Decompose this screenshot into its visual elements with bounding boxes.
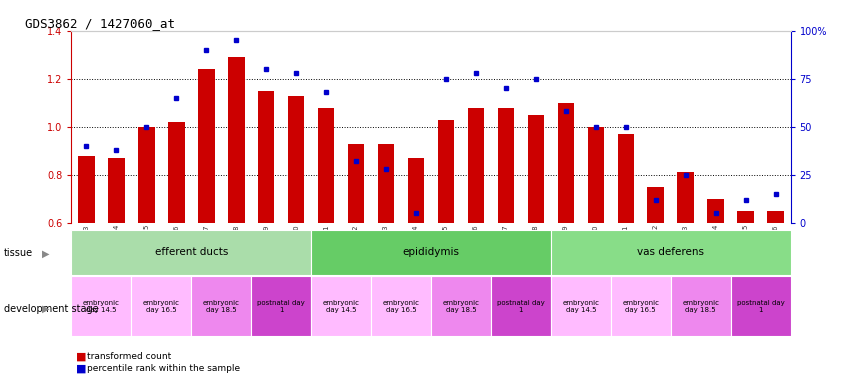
- Bar: [707, 199, 724, 223]
- Text: embryonic
day 14.5: embryonic day 14.5: [563, 300, 600, 313]
- Bar: [228, 57, 245, 223]
- Text: embryonic
day 16.5: embryonic day 16.5: [622, 300, 659, 313]
- Bar: [71, 230, 311, 275]
- Text: vas deferens: vas deferens: [637, 247, 704, 258]
- Bar: [198, 69, 214, 223]
- Bar: [288, 96, 304, 223]
- Text: percentile rank within the sample: percentile rank within the sample: [87, 364, 240, 373]
- Bar: [191, 276, 251, 336]
- Text: ▶: ▶: [42, 304, 50, 314]
- Bar: [588, 127, 604, 223]
- Text: ■: ■: [76, 364, 86, 374]
- Bar: [611, 276, 670, 336]
- Text: embryonic
day 16.5: embryonic day 16.5: [383, 300, 420, 313]
- Bar: [498, 108, 514, 223]
- Bar: [551, 276, 611, 336]
- Text: postnatal day
1: postnatal day 1: [497, 300, 545, 313]
- Bar: [617, 134, 634, 223]
- Bar: [408, 158, 424, 223]
- Bar: [670, 276, 731, 336]
- Bar: [258, 91, 274, 223]
- Bar: [738, 211, 754, 223]
- Bar: [371, 276, 431, 336]
- Text: postnatal day
1: postnatal day 1: [737, 300, 785, 313]
- Bar: [168, 122, 184, 223]
- Text: embryonic
day 18.5: embryonic day 18.5: [442, 300, 479, 313]
- Bar: [731, 276, 791, 336]
- Text: embryonic
day 18.5: embryonic day 18.5: [203, 300, 240, 313]
- Bar: [558, 103, 574, 223]
- Text: ▶: ▶: [42, 248, 50, 258]
- Bar: [71, 276, 131, 336]
- Bar: [491, 276, 551, 336]
- Bar: [138, 127, 155, 223]
- Text: embryonic
day 16.5: embryonic day 16.5: [143, 300, 180, 313]
- Bar: [78, 156, 95, 223]
- Bar: [527, 115, 544, 223]
- Bar: [648, 187, 664, 223]
- Text: ■: ■: [76, 351, 86, 361]
- Bar: [251, 276, 311, 336]
- Bar: [431, 276, 491, 336]
- Bar: [678, 172, 694, 223]
- Text: tissue: tissue: [4, 248, 34, 258]
- Text: efferent ducts: efferent ducts: [155, 247, 228, 258]
- Bar: [318, 108, 335, 223]
- Text: epididymis: epididymis: [403, 247, 459, 258]
- Text: transformed count: transformed count: [87, 352, 171, 361]
- Bar: [468, 108, 484, 223]
- Text: postnatal day
1: postnatal day 1: [257, 300, 305, 313]
- Bar: [131, 276, 191, 336]
- Text: embryonic
day 14.5: embryonic day 14.5: [323, 300, 360, 313]
- Bar: [551, 230, 791, 275]
- Bar: [348, 144, 364, 223]
- Text: GDS3862 / 1427060_at: GDS3862 / 1427060_at: [24, 17, 175, 30]
- Bar: [311, 276, 371, 336]
- Bar: [438, 119, 454, 223]
- Bar: [378, 144, 394, 223]
- Text: development stage: development stage: [4, 304, 99, 314]
- Bar: [108, 158, 124, 223]
- Bar: [767, 211, 784, 223]
- Text: embryonic
day 14.5: embryonic day 14.5: [83, 300, 120, 313]
- Text: embryonic
day 18.5: embryonic day 18.5: [682, 300, 719, 313]
- Bar: [311, 230, 551, 275]
